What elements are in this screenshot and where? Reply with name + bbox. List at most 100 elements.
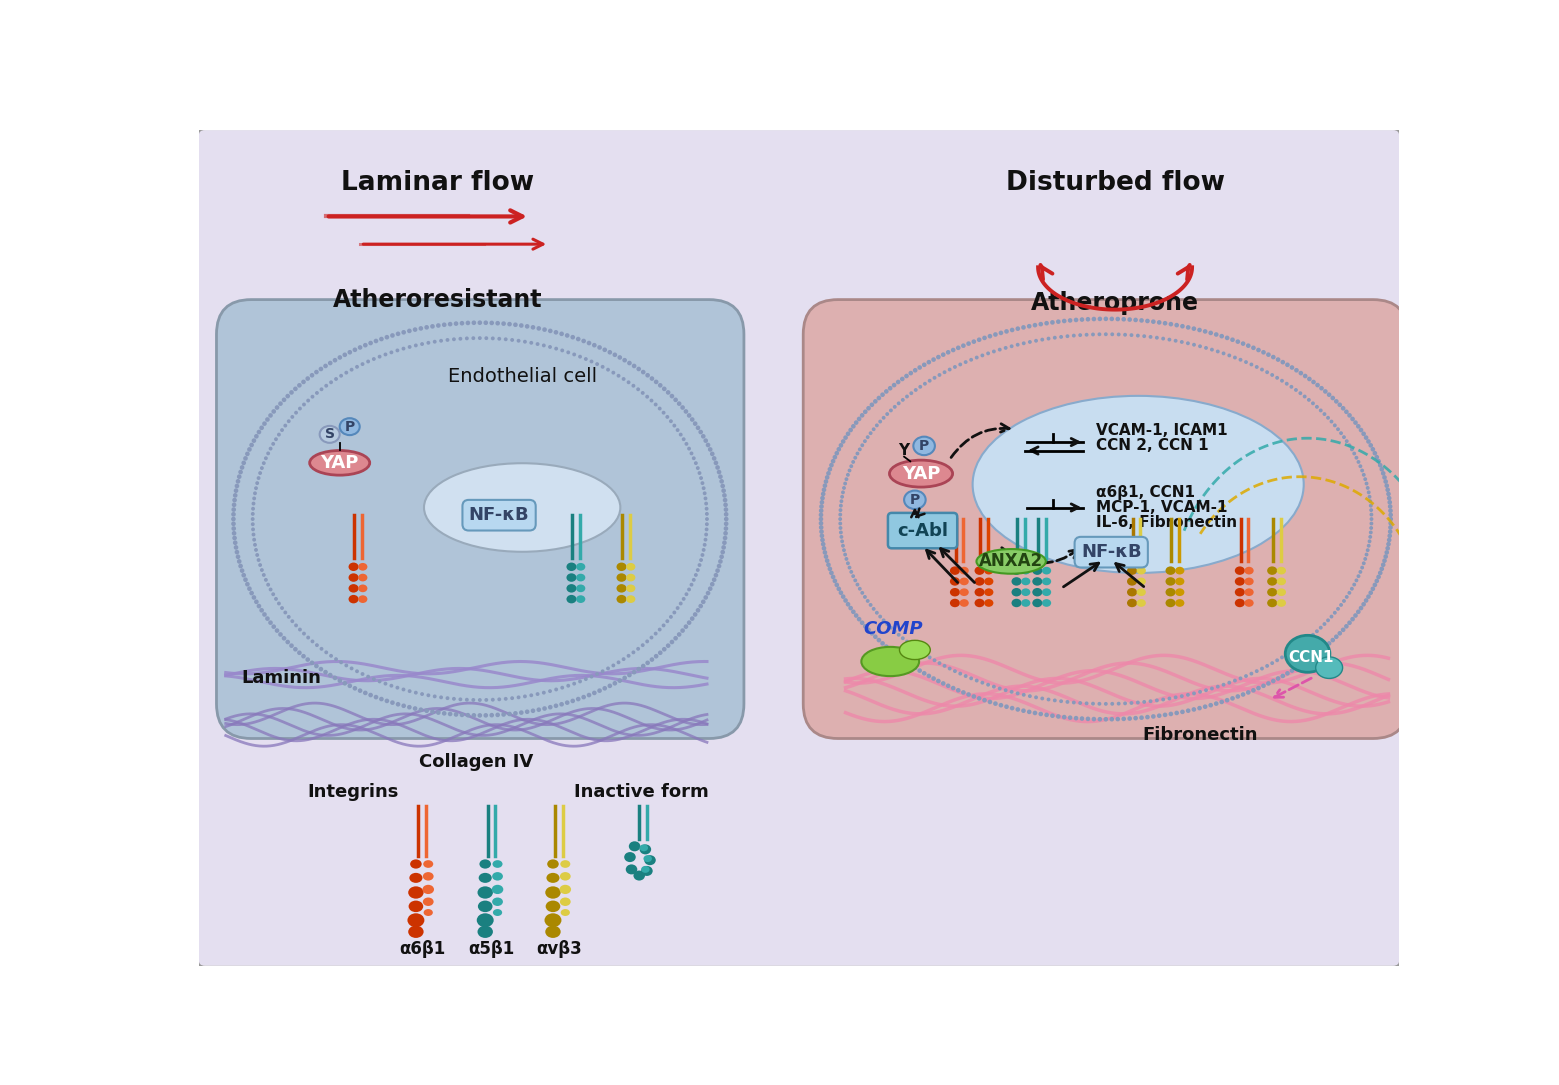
Ellipse shape — [641, 664, 645, 668]
Ellipse shape — [363, 690, 368, 695]
Ellipse shape — [1255, 669, 1258, 673]
Ellipse shape — [645, 373, 650, 378]
Ellipse shape — [430, 710, 435, 714]
Ellipse shape — [974, 566, 985, 575]
Ellipse shape — [1266, 370, 1269, 374]
Ellipse shape — [1369, 443, 1373, 448]
Ellipse shape — [823, 554, 828, 559]
Ellipse shape — [1244, 588, 1253, 596]
Text: c-Abl: c-Abl — [896, 522, 948, 539]
Ellipse shape — [861, 591, 864, 595]
Ellipse shape — [408, 886, 424, 898]
Ellipse shape — [302, 631, 306, 636]
Ellipse shape — [840, 595, 845, 599]
Ellipse shape — [1238, 358, 1243, 361]
Ellipse shape — [673, 397, 678, 403]
Ellipse shape — [861, 413, 864, 418]
Ellipse shape — [1377, 575, 1381, 579]
Ellipse shape — [669, 615, 673, 618]
Ellipse shape — [943, 664, 946, 667]
Ellipse shape — [274, 405, 279, 410]
Ellipse shape — [641, 643, 644, 647]
Ellipse shape — [984, 577, 993, 585]
Ellipse shape — [845, 477, 848, 481]
Ellipse shape — [684, 592, 689, 596]
Ellipse shape — [1244, 360, 1247, 363]
Ellipse shape — [636, 387, 641, 392]
Ellipse shape — [285, 640, 290, 644]
Ellipse shape — [1055, 714, 1060, 718]
Ellipse shape — [1311, 401, 1314, 406]
Ellipse shape — [253, 497, 256, 500]
Ellipse shape — [977, 697, 982, 701]
Ellipse shape — [697, 563, 702, 567]
Ellipse shape — [889, 648, 892, 652]
Ellipse shape — [1180, 324, 1185, 329]
Ellipse shape — [257, 558, 260, 562]
Ellipse shape — [875, 423, 879, 427]
Ellipse shape — [889, 626, 893, 629]
Ellipse shape — [694, 461, 698, 465]
Ellipse shape — [313, 370, 318, 374]
Ellipse shape — [274, 437, 278, 442]
Ellipse shape — [245, 582, 249, 587]
Ellipse shape — [893, 405, 896, 409]
Ellipse shape — [1324, 644, 1328, 649]
Ellipse shape — [960, 690, 965, 694]
Ellipse shape — [856, 451, 859, 456]
Ellipse shape — [257, 476, 260, 480]
Ellipse shape — [1059, 335, 1063, 339]
Ellipse shape — [658, 627, 661, 631]
Ellipse shape — [914, 665, 918, 671]
Ellipse shape — [536, 707, 541, 712]
Ellipse shape — [611, 371, 616, 374]
Ellipse shape — [719, 478, 723, 484]
Ellipse shape — [271, 409, 276, 413]
Ellipse shape — [1275, 659, 1278, 662]
Ellipse shape — [616, 584, 627, 592]
Ellipse shape — [513, 711, 518, 716]
Ellipse shape — [1222, 682, 1225, 687]
Ellipse shape — [295, 411, 298, 414]
Ellipse shape — [1010, 344, 1013, 348]
Ellipse shape — [437, 711, 441, 715]
Ellipse shape — [315, 391, 320, 395]
Ellipse shape — [1249, 362, 1253, 367]
Ellipse shape — [1364, 482, 1369, 485]
Ellipse shape — [235, 484, 239, 488]
Ellipse shape — [722, 493, 726, 498]
Ellipse shape — [401, 330, 405, 334]
Ellipse shape — [1350, 587, 1353, 590]
Ellipse shape — [650, 636, 653, 639]
Ellipse shape — [904, 490, 926, 509]
Ellipse shape — [854, 613, 859, 617]
Ellipse shape — [703, 492, 706, 495]
Ellipse shape — [544, 914, 561, 928]
Ellipse shape — [327, 673, 332, 677]
Ellipse shape — [878, 420, 882, 423]
Ellipse shape — [516, 695, 521, 699]
Ellipse shape — [616, 595, 627, 603]
Ellipse shape — [1378, 571, 1383, 575]
Ellipse shape — [1127, 317, 1132, 322]
Ellipse shape — [993, 701, 998, 706]
Ellipse shape — [231, 512, 235, 516]
Ellipse shape — [497, 336, 500, 341]
Ellipse shape — [560, 702, 564, 706]
Ellipse shape — [1342, 599, 1345, 603]
Ellipse shape — [287, 615, 290, 618]
Ellipse shape — [1369, 508, 1373, 512]
Ellipse shape — [251, 596, 256, 600]
Ellipse shape — [1051, 320, 1055, 324]
Ellipse shape — [1012, 588, 1021, 597]
Ellipse shape — [536, 692, 539, 695]
Ellipse shape — [1133, 318, 1138, 322]
Ellipse shape — [1367, 495, 1372, 499]
Ellipse shape — [491, 884, 504, 894]
Ellipse shape — [1359, 605, 1363, 611]
Ellipse shape — [390, 350, 393, 355]
Ellipse shape — [695, 569, 700, 572]
Ellipse shape — [1294, 368, 1299, 372]
Ellipse shape — [1345, 439, 1349, 443]
Ellipse shape — [681, 437, 686, 442]
